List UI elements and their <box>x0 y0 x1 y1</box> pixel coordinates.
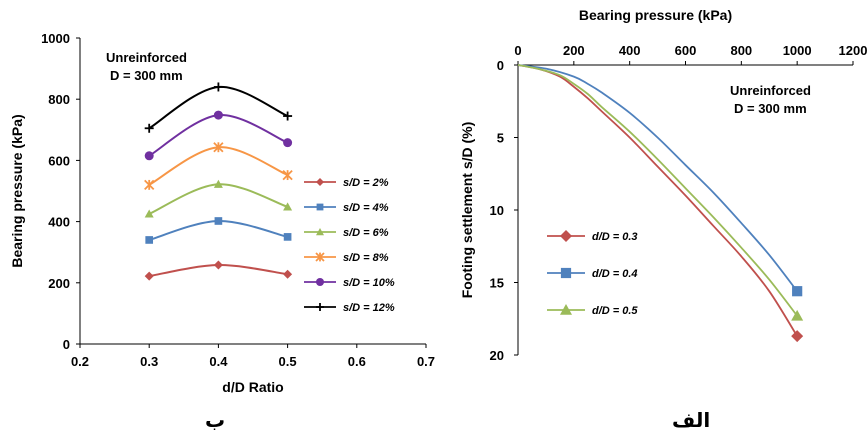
caption-right: الف <box>672 408 711 432</box>
y-tick-label: 1000 <box>41 31 70 46</box>
legend-label: d/D = 0.5 <box>592 305 638 317</box>
plot-area: 0.2 0.3 0.4 0.5 0.6 0.7 0 200 400 600 800 1000 d/D R… <box>9 31 435 395</box>
series-line-3 <box>148 183 288 215</box>
x-tick-label: 400 <box>619 43 641 58</box>
x-tick-label: 0 <box>514 43 521 58</box>
data-point-marker <box>144 271 154 281</box>
data-point-marker <box>792 286 803 297</box>
x-tick-label: 0.3 <box>140 354 158 369</box>
caption-left: ب <box>205 408 226 432</box>
data-point-marker <box>283 202 293 211</box>
legend-marker <box>560 230 572 242</box>
legend-marker <box>316 278 324 286</box>
legend-marker <box>316 228 324 236</box>
series-line-1 <box>517 64 798 337</box>
data-point-marker <box>213 179 223 188</box>
plot-area: 0 200 400 600 800 1000 1200 0 5 10 15 20 Bearing pre… <box>459 7 867 363</box>
annotation-line-2: D = 300 mm <box>110 68 183 83</box>
y-axis-title: Footing settlement s/D (%) <box>459 122 475 299</box>
data-point-marker <box>213 142 224 153</box>
y-tick-label: 0 <box>497 58 504 73</box>
data-point-marker <box>214 217 223 225</box>
data-point-marker <box>791 330 804 343</box>
legend-label: s/D = 2% <box>343 177 389 189</box>
annotation-line-1: Unreinforced <box>730 83 811 98</box>
data-point-marker <box>144 179 155 191</box>
legend-marker <box>560 304 572 315</box>
legend-marker <box>316 178 324 186</box>
y-tick-label: 200 <box>48 276 70 291</box>
x-axis-title: Bearing pressure (kPa) <box>579 7 732 23</box>
x-tick-label: 1200 <box>839 43 867 58</box>
legend-label: s/D = 12% <box>343 302 395 314</box>
legend-label: d/D = 0.3 <box>592 231 638 243</box>
series-line-2 <box>517 64 798 292</box>
data-point-marker <box>283 138 293 148</box>
legend-label: s/D = 10% <box>343 277 395 289</box>
data-point-marker <box>283 233 292 241</box>
x-tick-label: 0.6 <box>348 354 366 369</box>
x-tick-label: 0.4 <box>209 354 228 369</box>
legend-label: s/D = 6% <box>343 227 389 239</box>
x-tick-label: 800 <box>730 43 752 58</box>
y-tick-label: 400 <box>48 215 70 230</box>
data-point-marker <box>144 209 154 218</box>
x-tick-label: 0.5 <box>279 354 297 369</box>
y-tick-label: 20 <box>490 348 504 363</box>
x-tick-label: 1000 <box>783 43 812 58</box>
y-tick-label: 0 <box>63 337 70 352</box>
settlement-vs-pressure-chart: 0 200 400 600 800 1000 1200 0 5 10 15 20 Bearing pre… <box>459 7 867 363</box>
data-point-marker <box>145 236 154 244</box>
y-axis-title: Bearing pressure (kPa) <box>9 114 25 267</box>
series-line-6 <box>148 85 289 130</box>
x-tick-label: 0.7 <box>417 354 435 369</box>
data-point-marker <box>213 110 223 120</box>
data-point-marker <box>282 169 293 181</box>
legend-label: d/D = 0.4 <box>592 268 638 280</box>
y-tick-label: 5 <box>497 131 504 146</box>
data-point-marker <box>213 260 223 270</box>
annotation-line-1: Unreinforced <box>106 50 187 65</box>
series-line-3 <box>517 64 798 317</box>
y-tick-label: 800 <box>48 92 70 107</box>
x-axis-title: d/D Ratio <box>222 379 283 395</box>
series-line-4 <box>148 146 288 186</box>
data-point-marker <box>144 123 154 133</box>
x-tick-label: 600 <box>675 43 697 58</box>
data-point-marker <box>213 82 223 92</box>
data-point-marker <box>144 151 154 161</box>
x-tick-label: 0.2 <box>71 354 89 369</box>
legend-label: s/D = 8% <box>343 252 389 264</box>
data-point-marker <box>791 309 804 321</box>
y-tick-label: 10 <box>490 203 504 218</box>
bearing-pressure-vs-dD-chart: 0.2 0.3 0.4 0.5 0.6 0.7 0 200 400 600 800 1000 d/D R… <box>9 31 435 395</box>
legend-marker <box>560 267 572 279</box>
x-tick-label: 200 <box>563 43 585 58</box>
y-tick-label: 15 <box>490 276 504 291</box>
legend-label: s/D = 4% <box>343 202 389 214</box>
legend-marker <box>316 303 324 311</box>
legend-marker <box>316 203 324 211</box>
data-point-marker <box>283 269 293 279</box>
data-point-marker <box>283 111 293 121</box>
annotation-line-2: D = 300 mm <box>734 101 807 116</box>
legend-marker <box>315 252 325 262</box>
y-tick-label: 600 <box>48 153 70 168</box>
